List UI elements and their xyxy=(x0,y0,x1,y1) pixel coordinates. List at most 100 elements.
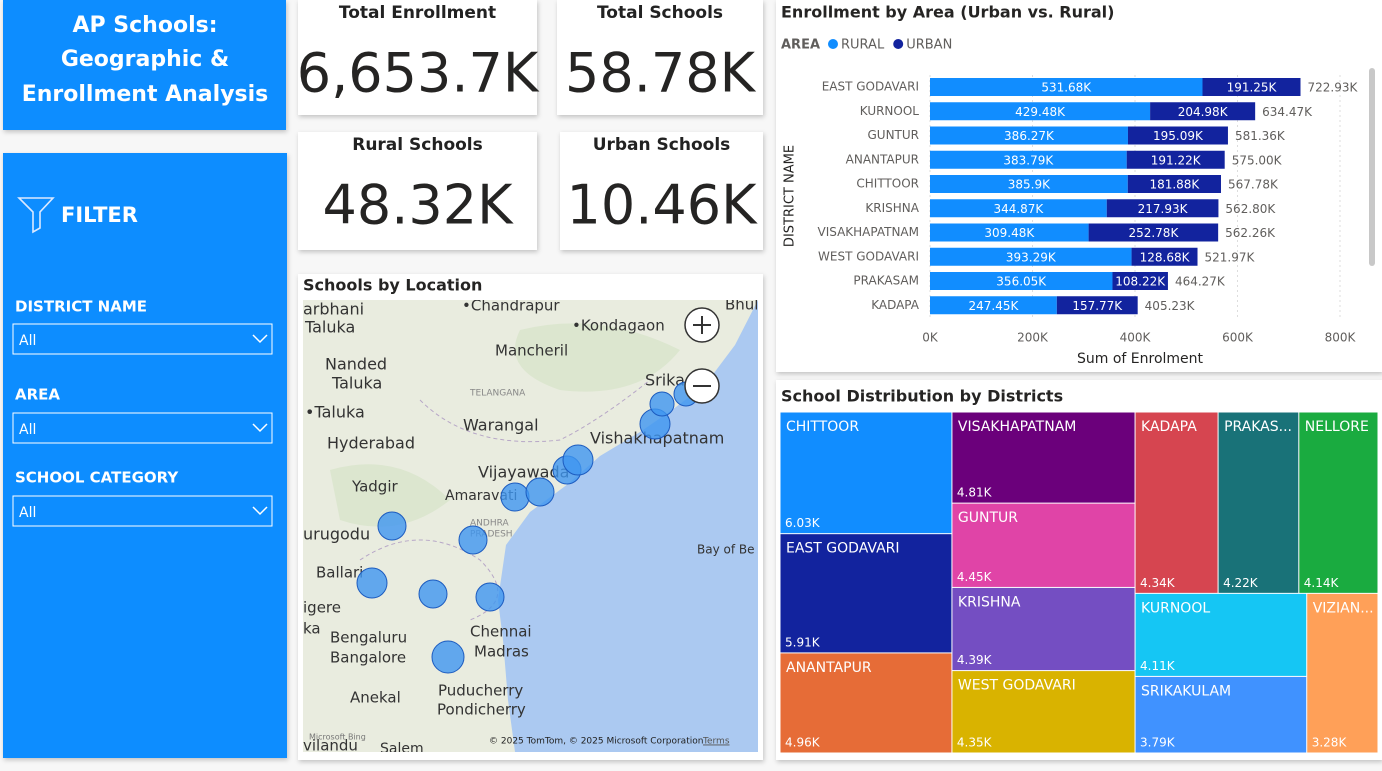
treemap-value: 5.91K xyxy=(785,635,821,649)
bar-value-label: 385.9K xyxy=(1008,178,1051,192)
map-bubble[interactable] xyxy=(458,525,488,555)
map-attribution: © 2025 TomTom, © 2025 Microsoft Corporat… xyxy=(489,737,703,747)
map-bubble[interactable] xyxy=(562,444,594,476)
treemap-tile[interactable] xyxy=(952,671,1135,753)
map-bubble[interactable] xyxy=(377,511,407,541)
treemap-value: 4.34K xyxy=(1140,576,1176,590)
y-tick-label: KADAPA xyxy=(871,298,920,312)
map-place-label: Taluka xyxy=(304,318,355,337)
slicer-dropdown[interactable] xyxy=(12,412,273,444)
y-tick-label: ANANTAPUR xyxy=(846,152,919,166)
treemap-tile[interactable] xyxy=(952,587,1135,671)
map-place-label: vilandu xyxy=(303,737,358,755)
map-terms[interactable]: Terms xyxy=(702,737,730,747)
bar-segment xyxy=(1127,175,1221,193)
map-place-label: Hyderabad xyxy=(327,434,415,453)
filter-panel xyxy=(3,153,287,758)
bar-total-label: 464.27K xyxy=(1175,275,1226,289)
bar-value-label: 204.98K xyxy=(1178,105,1229,119)
map-bubble[interactable] xyxy=(500,482,530,512)
x-tick-label: 600K xyxy=(1222,331,1254,345)
treemap-tile[interactable] xyxy=(1218,412,1299,593)
bar-value-label: 356.05K xyxy=(996,275,1047,289)
map-bubble[interactable] xyxy=(649,391,675,417)
map-place-label: Anekal xyxy=(350,689,401,707)
treemap-tile[interactable] xyxy=(1299,412,1378,593)
y-tick-label: VISAKHAPATNAM xyxy=(817,225,919,239)
map-place-label: Nanded xyxy=(325,355,387,374)
bar-total-label: 562.80K xyxy=(1225,202,1276,216)
map-bubble[interactable] xyxy=(431,640,465,674)
bar-value-label: 252.78K xyxy=(1128,226,1179,240)
treemap-label: KURNOOL xyxy=(1141,600,1210,616)
bar-total-label: 405.23K xyxy=(1145,299,1196,313)
map-place-label: •Taluka xyxy=(305,403,365,422)
kpi-title: Urban Schools xyxy=(593,135,731,155)
map-place-label: Madras xyxy=(474,643,529,661)
kpi-card xyxy=(298,0,537,115)
map-title: Schools by Location xyxy=(303,276,482,295)
treemap-value: 4.96K xyxy=(785,736,821,750)
y-tick-label: CHITTOOR xyxy=(856,177,919,191)
scrollbar[interactable] xyxy=(1369,68,1375,266)
bar-segment xyxy=(930,272,1113,290)
bar-segment xyxy=(930,296,1057,315)
bar-total-label: 562.26K xyxy=(1225,226,1276,240)
treemap-tile[interactable] xyxy=(1135,676,1307,753)
treemap-tile[interactable] xyxy=(1135,412,1218,593)
bar-segment xyxy=(1150,102,1256,121)
slicer-dropdown[interactable] xyxy=(12,323,273,355)
map-place-label: Yadgir xyxy=(351,478,398,496)
y-tick-label: KURNOOL xyxy=(860,104,920,118)
bar-value-label: 531.68K xyxy=(1041,81,1092,95)
map-place-label: urugodu xyxy=(303,525,370,544)
treemap-tile[interactable] xyxy=(780,653,952,753)
slicer-dropdown[interactable] xyxy=(12,495,273,527)
header-panel xyxy=(3,0,286,130)
map-bubble[interactable] xyxy=(475,582,505,612)
kpi-title: Total Enrollment xyxy=(339,3,496,23)
bar-value-label: 344.87K xyxy=(993,202,1044,216)
bar-value-label: 309.48K xyxy=(984,226,1035,240)
kpi-card xyxy=(557,0,763,115)
map-bubble[interactable] xyxy=(418,579,448,609)
treemap-tile[interactable] xyxy=(780,412,952,534)
bar-value-label: 247.45K xyxy=(968,299,1019,313)
map-place-label: Bay of Be xyxy=(697,543,755,557)
treemap-tile[interactable] xyxy=(1135,593,1307,676)
treemap-tile[interactable] xyxy=(952,503,1135,587)
map-place-label: Taluka xyxy=(331,374,382,393)
bar-value-label: 195.09K xyxy=(1153,129,1204,143)
bar-value-label: 429.48K xyxy=(1015,105,1066,119)
treemap-tile[interactable] xyxy=(952,412,1135,503)
map-place-label: Amaravati xyxy=(445,488,517,504)
treemap-tile[interactable] xyxy=(780,534,952,653)
map-place-label: PRADESH xyxy=(470,530,513,540)
kpi-title: Rural Schools xyxy=(352,135,483,155)
treemap-value: 3.79K xyxy=(1140,736,1176,750)
treemap-value: 4.14K xyxy=(1304,576,1340,590)
kpi-card xyxy=(298,132,537,250)
x-tick-label: 400K xyxy=(1120,331,1152,345)
map-place-label: Puducherry xyxy=(438,682,523,700)
y-tick-label: PRAKASAM xyxy=(853,274,919,288)
map-bubble[interactable] xyxy=(356,567,388,599)
map-place-label: Bengaluru xyxy=(330,629,407,647)
map-bubble[interactable] xyxy=(525,477,555,507)
treemap-value: 4.22K xyxy=(1223,576,1259,590)
treemap-label: KADAPA xyxy=(1141,419,1197,435)
bar-segment xyxy=(1112,272,1168,290)
x-tick-label: 800K xyxy=(1325,331,1357,345)
treemap-value: 4.45K xyxy=(957,570,993,584)
slicer-value: All xyxy=(19,333,36,349)
bar-segment xyxy=(930,247,1132,266)
legend-label: URBAN xyxy=(906,38,952,53)
map-place-label: Mancheril xyxy=(495,342,568,360)
treemap-value: 4.81K xyxy=(957,486,993,500)
treemap-tile[interactable] xyxy=(1307,593,1378,753)
bar-segment xyxy=(1056,296,1138,315)
treemap-label: EAST GODAVARI xyxy=(786,541,900,557)
